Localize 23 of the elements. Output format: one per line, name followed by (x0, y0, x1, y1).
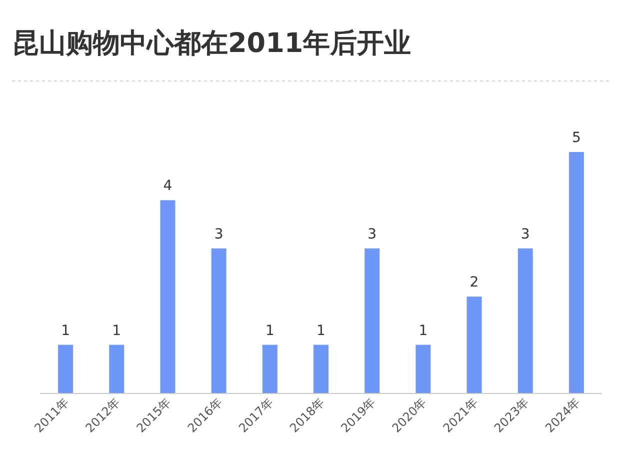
data-label: 3 (368, 226, 377, 242)
bar (518, 248, 533, 393)
data-label: 1 (61, 322, 70, 339)
data-label: 1 (112, 322, 122, 339)
bar (466, 296, 482, 393)
data-label: 4 (163, 178, 172, 194)
chart-title: 昆山购物中心都在2011年后开业 (12, 28, 412, 59)
data-label: 1 (418, 322, 428, 339)
data-label: 2 (470, 274, 479, 291)
bar (58, 344, 74, 393)
data-label: 1 (316, 322, 326, 339)
bar (416, 344, 431, 393)
bar (568, 152, 584, 393)
data-label: 3 (520, 226, 530, 242)
data-label: 1 (265, 322, 274, 339)
bar (364, 248, 380, 393)
bar (211, 248, 226, 393)
bar (160, 200, 176, 393)
bar (109, 344, 124, 393)
bar (314, 344, 328, 393)
data-label: 3 (214, 226, 224, 242)
bar (262, 344, 278, 393)
data-label: 5 (572, 130, 581, 146)
